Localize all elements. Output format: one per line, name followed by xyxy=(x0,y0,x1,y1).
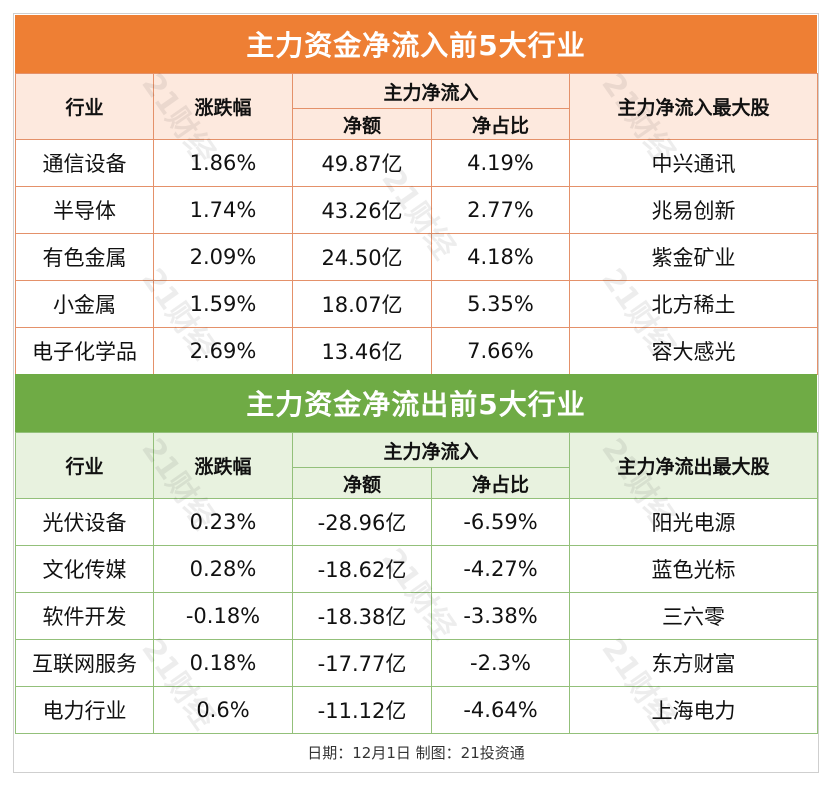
top-stock-cell: 北方稀土 xyxy=(569,280,819,328)
industry-cell: 电力行业 xyxy=(15,686,154,734)
net-amount-cell: 13.46亿 xyxy=(292,327,432,375)
industry-cell: 小金属 xyxy=(15,280,154,328)
table-row: 电力行业 0.6% -11.12亿 -4.64% 上海电力 xyxy=(15,686,819,734)
inflow-table: 行业 涨跌幅 主力净流入 主力净流入最大股 净额 净占比 通信设备 1.86% … xyxy=(15,73,819,375)
net-ratio-cell: -6.59% xyxy=(430,498,571,546)
net-amount-cell: -28.96亿 xyxy=(292,498,432,546)
change-cell: 2.69% xyxy=(153,327,293,375)
industry-cell: 互联网服务 xyxy=(15,639,154,687)
change-cell: 0.18% xyxy=(153,639,293,687)
top-stock-cell: 容大感光 xyxy=(569,327,819,375)
net-ratio-cell: 4.18% xyxy=(430,233,571,281)
table-row: 软件开发 -0.18% -18.38亿 -3.38% 三六零 xyxy=(15,592,819,640)
document-frame xyxy=(13,13,819,773)
table-row: 电子化学品 2.69% 13.46亿 7.66% 容大感光 xyxy=(15,327,819,375)
industry-cell: 软件开发 xyxy=(15,592,154,640)
change-cell: 2.09% xyxy=(153,233,293,281)
top-stock-cell: 蓝色光标 xyxy=(569,545,819,593)
table-row: 文化传媒 0.28% -18.62亿 -4.27% 蓝色光标 xyxy=(15,545,819,593)
table-row: 半导体 1.74% 43.26亿 2.77% 兆易创新 xyxy=(15,186,819,234)
industry-cell: 有色金属 xyxy=(15,233,154,281)
net-amount-header: 净额 xyxy=(292,108,432,140)
top-stock-header: 主力净流入最大股 xyxy=(569,73,819,140)
table-row: 小金属 1.59% 18.07亿 5.35% 北方稀土 xyxy=(15,280,819,328)
net-inflow-group-header: 主力净流入 xyxy=(291,73,571,109)
net-amount-header: 净额 xyxy=(292,467,432,499)
net-ratio-header: 净占比 xyxy=(430,108,571,140)
change-cell: 1.86% xyxy=(153,139,293,187)
top-stock-cell: 东方财富 xyxy=(569,639,819,687)
outflow-title: 主力资金净流出前5大行业 xyxy=(15,374,817,432)
net-ratio-cell: -4.64% xyxy=(430,686,571,734)
change-header: 涨跌幅 xyxy=(153,432,293,499)
net-ratio-header: 净占比 xyxy=(430,467,571,499)
outflow-subheader-row: 净额 净占比 xyxy=(16,467,818,499)
change-cell: 1.74% xyxy=(153,186,293,234)
net-ratio-cell: 4.19% xyxy=(430,139,571,187)
net-ratio-cell: 7.66% xyxy=(430,327,571,375)
industry-cell: 文化传媒 xyxy=(15,545,154,593)
net-amount-cell: -17.77亿 xyxy=(292,639,432,687)
top-stock-cell: 三六零 xyxy=(569,592,819,640)
net-amount-cell: 43.26亿 xyxy=(292,186,432,234)
change-cell: 1.59% xyxy=(153,280,293,328)
table-row: 有色金属 2.09% 24.50亿 4.18% 紫金矿业 xyxy=(15,233,819,281)
top-stock-cell: 紫金矿业 xyxy=(569,233,819,281)
top-stock-header: 主力净流出最大股 xyxy=(569,432,819,499)
net-amount-cell: -18.62亿 xyxy=(292,545,432,593)
net-ratio-cell: 2.77% xyxy=(430,186,571,234)
table-row: 通信设备 1.86% 49.87亿 4.19% 中兴通讯 xyxy=(15,139,819,187)
industry-cell: 通信设备 xyxy=(15,139,154,187)
top-stock-cell: 兆易创新 xyxy=(569,186,819,234)
industry-header: 行业 xyxy=(15,73,154,140)
inflow-title: 主力资金净流入前5大行业 xyxy=(15,15,817,73)
industry-header: 行业 xyxy=(15,432,154,499)
outflow-header-row: 行业 涨跌幅 主力净流入 主力净流出最大股 xyxy=(15,432,819,499)
table-row: 互联网服务 0.18% -17.77亿 -2.3% 东方财富 xyxy=(15,639,819,687)
change-header: 涨跌幅 xyxy=(153,73,293,140)
change-cell: 0.28% xyxy=(153,545,293,593)
net-ratio-cell: -2.3% xyxy=(430,639,571,687)
net-ratio-cell: -4.27% xyxy=(430,545,571,593)
net-amount-cell: 18.07亿 xyxy=(292,280,432,328)
inflow-header-row: 行业 涨跌幅 主力净流入 主力净流入最大股 xyxy=(15,73,819,140)
top-stock-cell: 上海电力 xyxy=(569,686,819,734)
top-stock-cell: 阳光电源 xyxy=(569,498,819,546)
footer-caption: 日期：12月1日 制图：21投资通 xyxy=(307,743,525,762)
industry-cell: 电子化学品 xyxy=(15,327,154,375)
industry-cell: 光伏设备 xyxy=(15,498,154,546)
net-ratio-cell: 5.35% xyxy=(430,280,571,328)
top-stock-cell: 中兴通讯 xyxy=(569,139,819,187)
net-amount-cell: 49.87亿 xyxy=(292,139,432,187)
net-ratio-cell: -3.38% xyxy=(430,592,571,640)
outflow-table: 行业 涨跌幅 主力净流入 主力净流出最大股 净额 净占比 光伏设备 0.23% … xyxy=(15,432,819,734)
net-inflow-group-header: 主力净流入 xyxy=(291,432,571,468)
change-cell: 0.6% xyxy=(153,686,293,734)
net-amount-cell: 24.50亿 xyxy=(292,233,432,281)
change-cell: 0.23% xyxy=(153,498,293,546)
net-amount-cell: -11.12亿 xyxy=(292,686,432,734)
table-row: 光伏设备 0.23% -28.96亿 -6.59% 阳光电源 xyxy=(15,498,819,546)
net-amount-cell: -18.38亿 xyxy=(292,592,432,640)
industry-cell: 半导体 xyxy=(15,186,154,234)
change-cell: -0.18% xyxy=(153,592,293,640)
